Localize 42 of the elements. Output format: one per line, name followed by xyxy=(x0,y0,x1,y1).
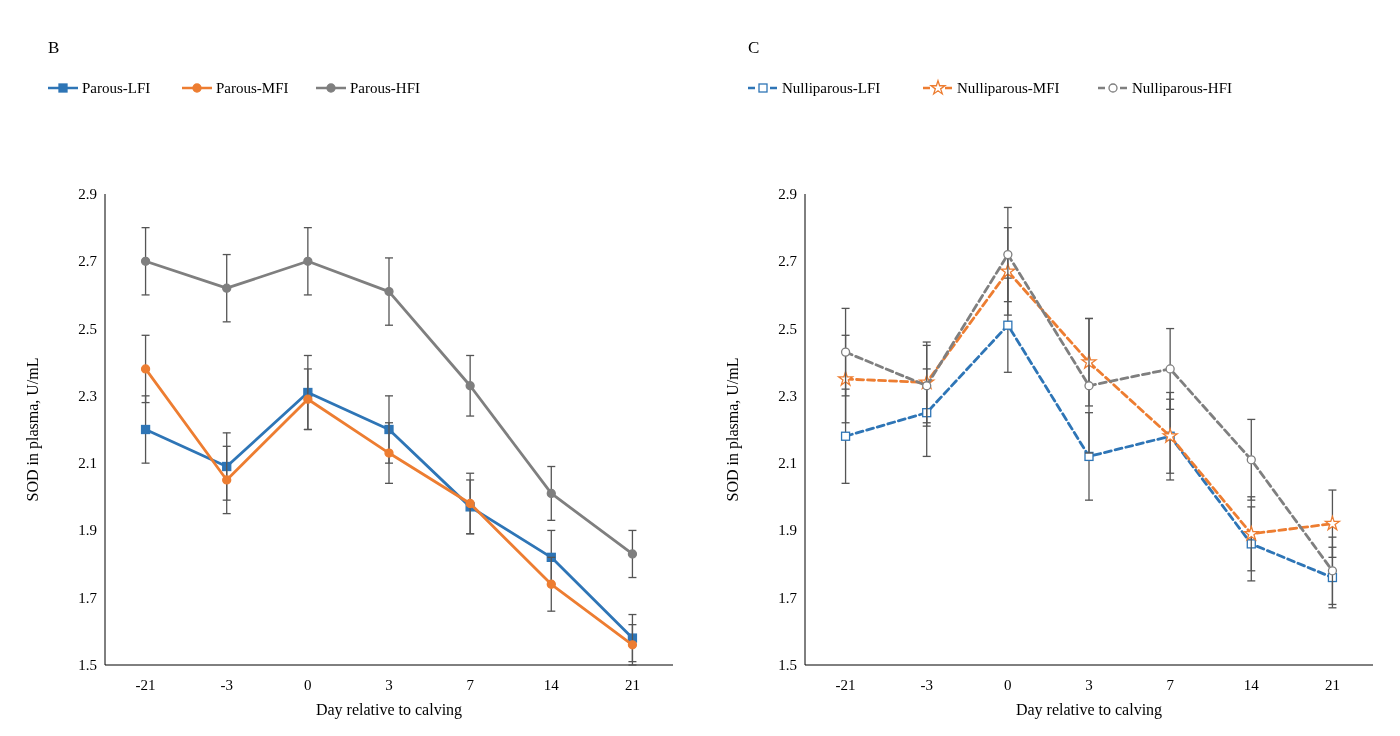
x-tick-label: 0 xyxy=(304,677,312,693)
x-tick-label: 14 xyxy=(543,677,560,693)
y-tick-label: 2.7 xyxy=(78,253,98,270)
legend-label: Parous-MFI xyxy=(216,80,289,96)
y-axis-title: SOD in plasma, U/mL xyxy=(24,357,42,502)
legend-label: Nulliparous-MFI xyxy=(957,80,1060,96)
y-tick-label: 2.3 xyxy=(78,387,97,404)
legend-label: Parous-HFI xyxy=(350,80,420,96)
y-tick-label: 2.9 xyxy=(78,186,97,202)
y-tick-label: 1.5 xyxy=(78,657,97,673)
x-tick-label: 21 xyxy=(624,677,640,693)
x-tick-label: 21 xyxy=(1324,677,1340,693)
x-tick-label: 3 xyxy=(385,677,393,693)
y-tick-label: 1.7 xyxy=(78,589,98,606)
y-tick-label: 1.5 xyxy=(778,657,797,673)
chart-title: B xyxy=(48,38,60,57)
y-tick-label: 2.5 xyxy=(78,320,97,337)
x-tick-label: 0 xyxy=(1004,677,1012,693)
x-axis-title: Day relative to calving xyxy=(315,701,463,719)
y-tick-label: 2.7 xyxy=(778,253,798,270)
y-tick-label: 2.1 xyxy=(778,455,797,472)
y-tick-label: 2.1 xyxy=(78,455,97,472)
y-axis-title: SOD in plasma, U/mL xyxy=(724,357,742,502)
legend-label: Nulliparous-LFI xyxy=(782,80,881,96)
x-tick-label: 3 xyxy=(1085,677,1093,693)
x-tick-label: -3 xyxy=(220,677,233,693)
x-tick-label: -21 xyxy=(135,677,156,693)
x-tick-label: -21 xyxy=(835,677,856,693)
y-tick-label: 2.3 xyxy=(778,387,797,404)
x-axis-title: Day relative to calving xyxy=(1015,701,1163,719)
y-tick-label: 1.9 xyxy=(78,522,97,539)
x-tick-label: 7 xyxy=(466,677,475,693)
x-tick-label: -3 xyxy=(920,677,933,693)
chart-title: C xyxy=(748,38,760,57)
x-tick-label: 7 xyxy=(1166,677,1175,693)
legend-label: Nulliparous-HFI xyxy=(1132,80,1232,96)
legend-label: Parous-LFI xyxy=(82,80,151,96)
y-tick-label: 2.9 xyxy=(778,186,797,202)
y-tick-label: 2.5 xyxy=(778,320,797,337)
y-tick-label: 1.7 xyxy=(778,589,798,606)
x-tick-label: 14 xyxy=(1243,677,1260,693)
y-tick-label: 1.9 xyxy=(778,522,797,539)
